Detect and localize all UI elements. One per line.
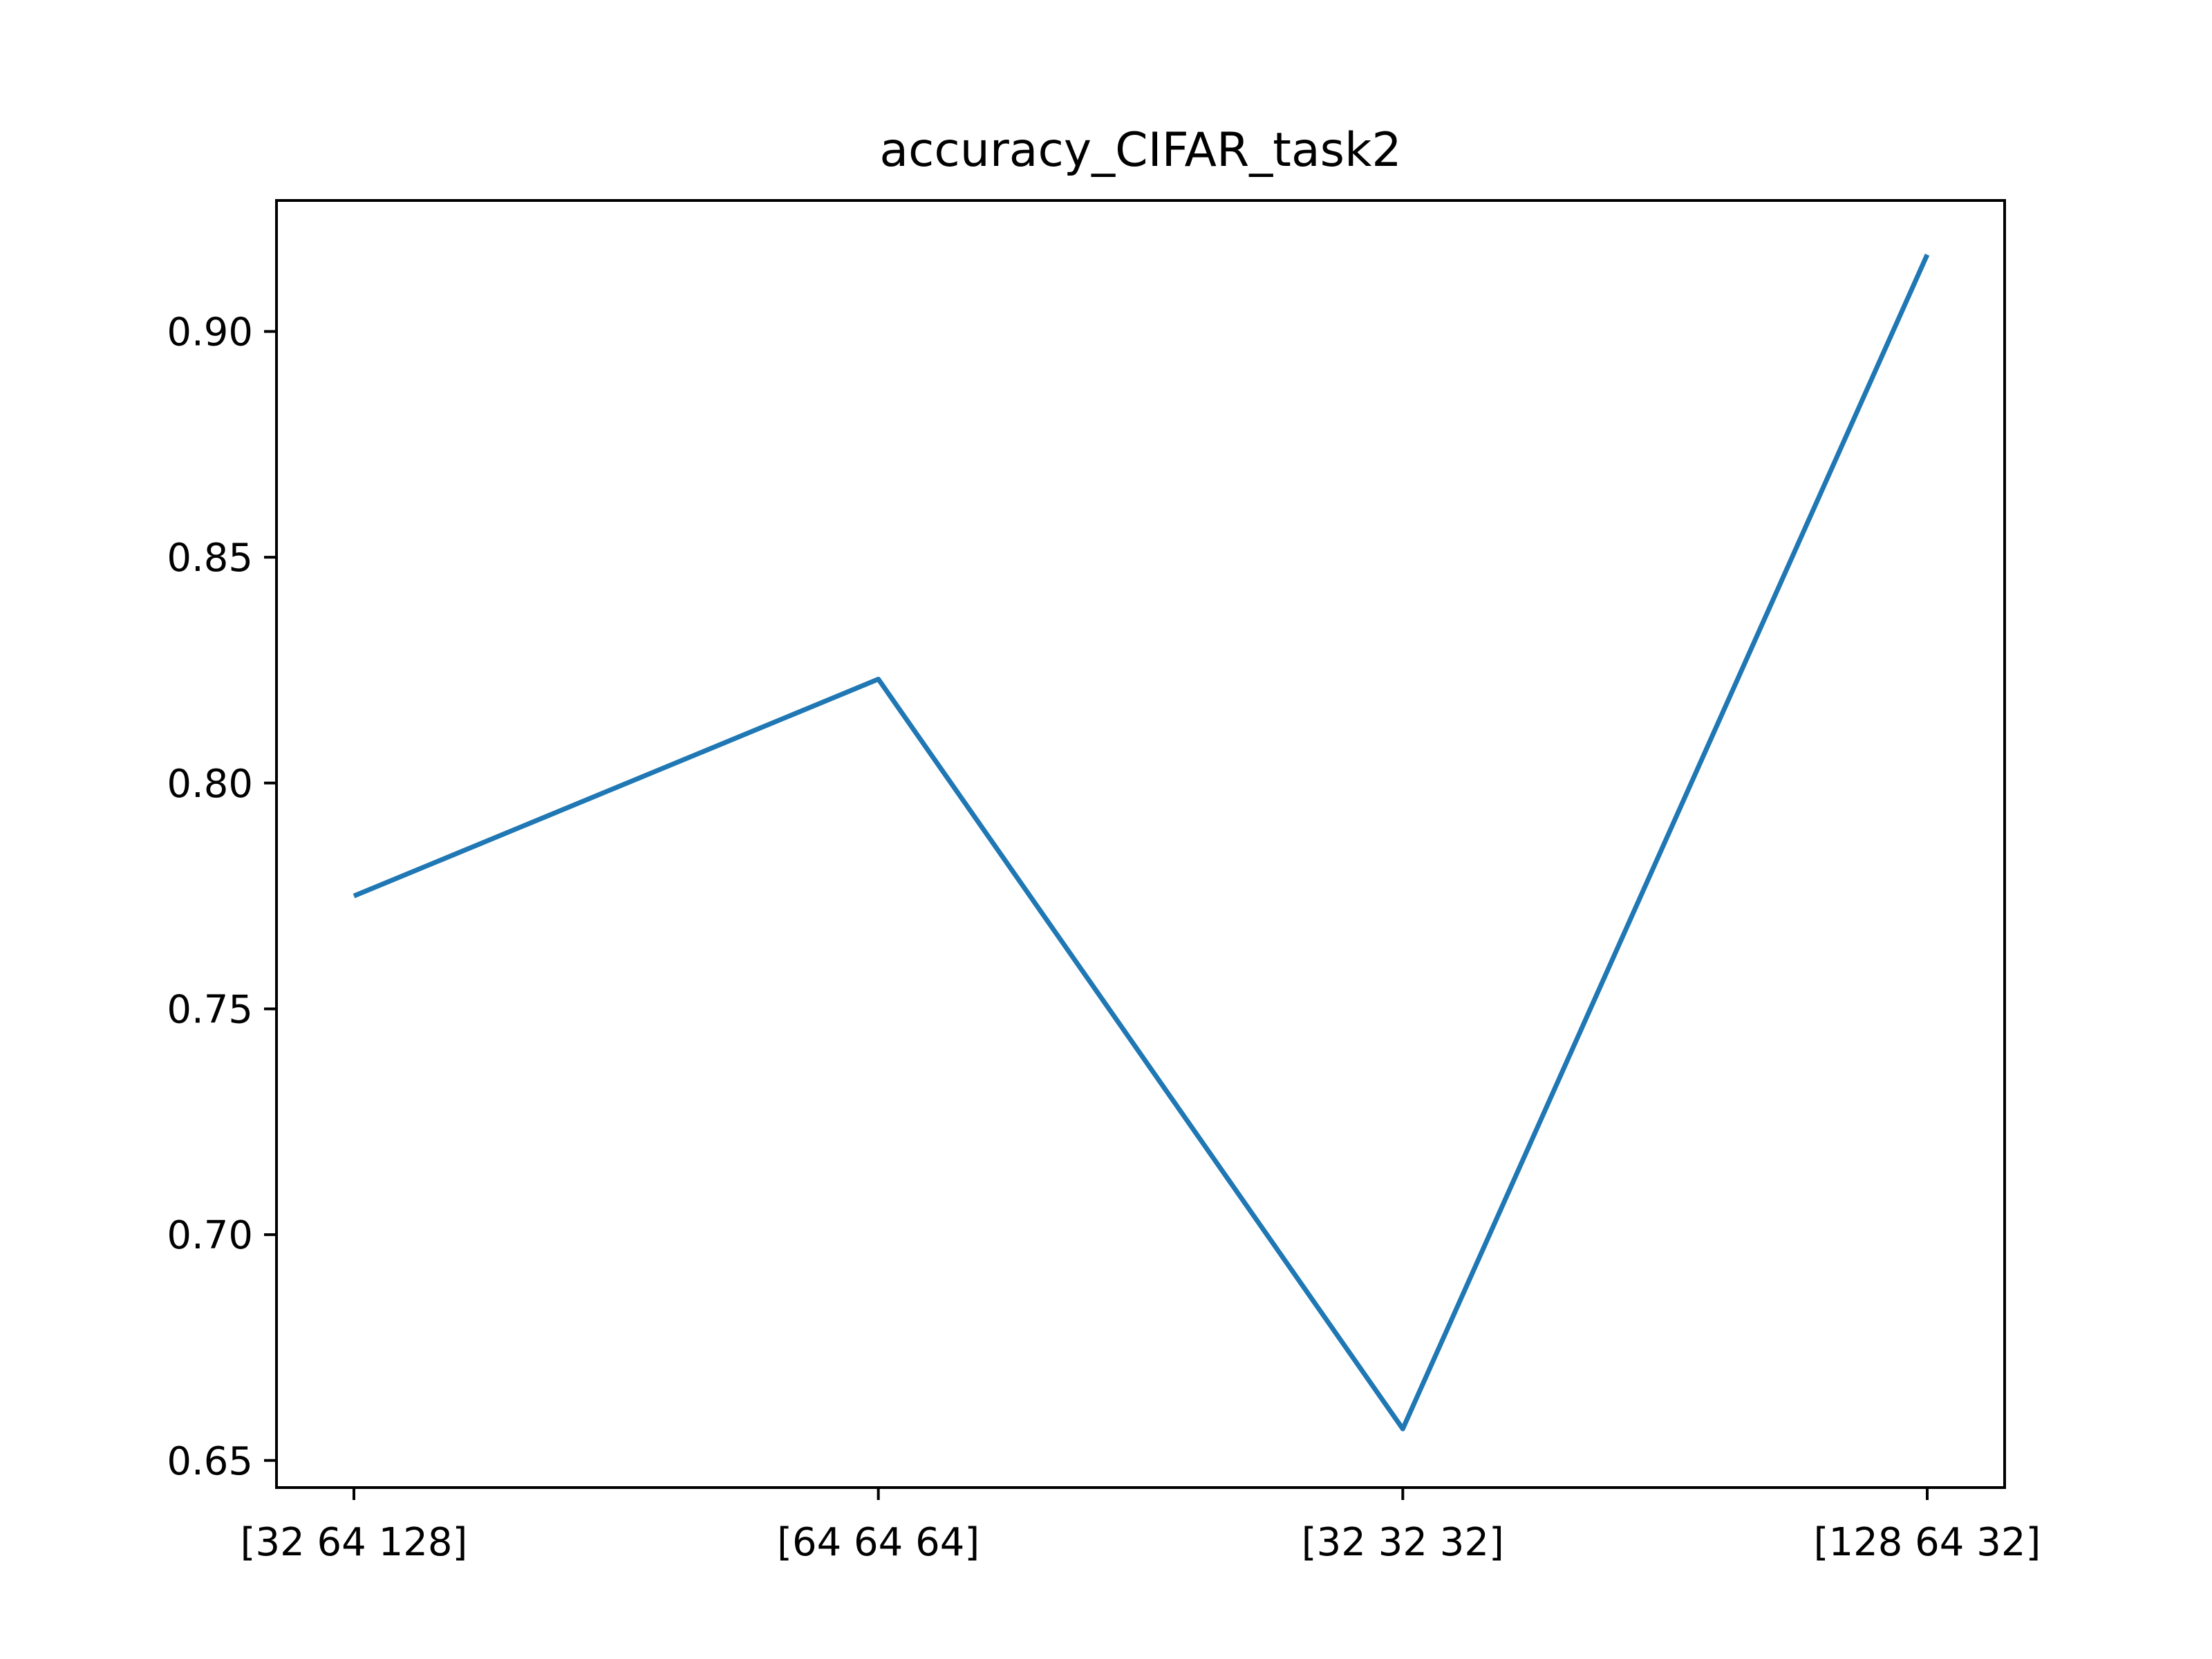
y-axis: 0.65 0.70 0.75 0.80 0.85 0.90 [167, 310, 276, 1484]
y-tick-label: 0.85 [167, 536, 253, 581]
y-tick-label: 0.70 [167, 1213, 253, 1258]
y-tick-label: 0.80 [167, 762, 253, 807]
chart-title: accuracy_CIFAR_task2 [879, 123, 1401, 178]
x-tick-label: [128 64 32] [1814, 1520, 2041, 1565]
plot-area-frame [275, 199, 2006, 1489]
y-tick-label: 0.65 [167, 1439, 253, 1484]
x-tick-label: [32 64 128] [241, 1520, 468, 1565]
series-layer [353, 253, 1930, 1432]
x-axis: [32 64 128] [64 64 64] [32 32 32] [128 64 3… [241, 1488, 2041, 1565]
x-tick-label: [64 64 64] [777, 1520, 980, 1565]
y-tick-label: 0.75 [167, 987, 253, 1032]
series-line [353, 253, 1930, 1432]
x-tick-label: [32 32 32] [1302, 1520, 1504, 1565]
y-tick-label: 0.90 [167, 310, 253, 355]
